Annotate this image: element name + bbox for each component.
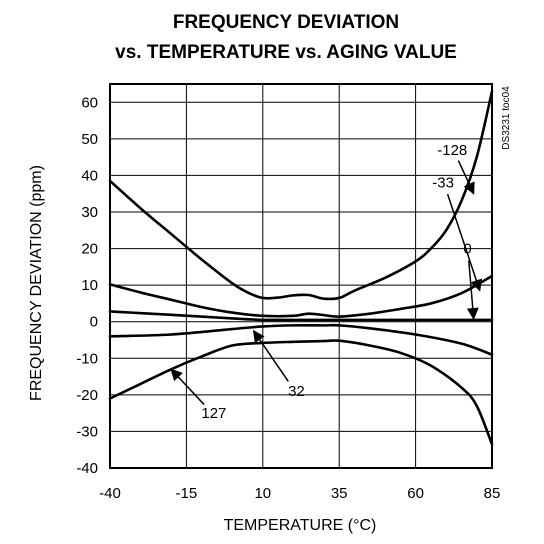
grid (109, 84, 493, 469)
annotation-arrow (446, 193, 483, 292)
annotation-label: -33 (432, 175, 454, 192)
x-tick-label: 10 (254, 485, 271, 502)
y-tick-label: -10 (76, 350, 98, 367)
y-axis-label: FREQUENCY DEVIATION (ppm) (28, 165, 45, 401)
x-tick-label: 35 (331, 485, 348, 502)
y-tick-label: 30 (81, 204, 98, 221)
y-tick-label: 60 (81, 94, 98, 111)
y-tick-label: 40 (81, 167, 98, 184)
chart-title: FREQUENCY DEVIATION (173, 12, 399, 33)
figure-code: DS3231 toc04 (501, 86, 512, 150)
series-line-aging-minus-128 (108, 90, 494, 301)
y-tick-label: 0 (90, 314, 98, 331)
x-axis-label: TEMPERATURE (°C) (224, 517, 377, 534)
series-line-aging-127 (108, 339, 494, 446)
annotation-label: -128 (437, 142, 467, 159)
y-tick-label: -30 (76, 423, 98, 440)
annotation-arrow (457, 160, 475, 195)
plot-frame (109, 83, 493, 469)
chart-subtitle: vs. TEMPERATURE vs. AGING VALUE (115, 42, 457, 63)
annotation-arrow (170, 368, 205, 406)
y-tick-label: 50 (81, 131, 98, 148)
series-group (108, 90, 494, 446)
y-tick-label: 10 (81, 277, 98, 294)
x-tick-label: 60 (407, 485, 424, 502)
y-tick-label: 20 (81, 241, 98, 258)
x-tick-label: -15 (176, 485, 198, 502)
y-tick-label: -40 (76, 460, 98, 477)
annotation-label: 32 (288, 383, 305, 400)
annotation-label: 127 (201, 405, 226, 422)
annotation-arrow (466, 260, 479, 320)
x-tick-label: 85 (484, 485, 501, 502)
tick-labels: -40 -15 10 35 60 85 -40 -30 -20 -10 0 10 20 30 40 50 60 (76, 94, 500, 502)
x-tick-label: -40 (99, 485, 121, 502)
annotation-label: 0 (463, 241, 471, 258)
series-line-aging-32 (108, 323, 494, 356)
series-line-aging-0 (108, 310, 494, 322)
annotations: -128 -33 0 32 127 (170, 142, 483, 422)
series-line-aging-minus-33 (108, 274, 494, 318)
annotation-arrow (252, 329, 289, 382)
y-tick-label: -20 (76, 387, 98, 404)
